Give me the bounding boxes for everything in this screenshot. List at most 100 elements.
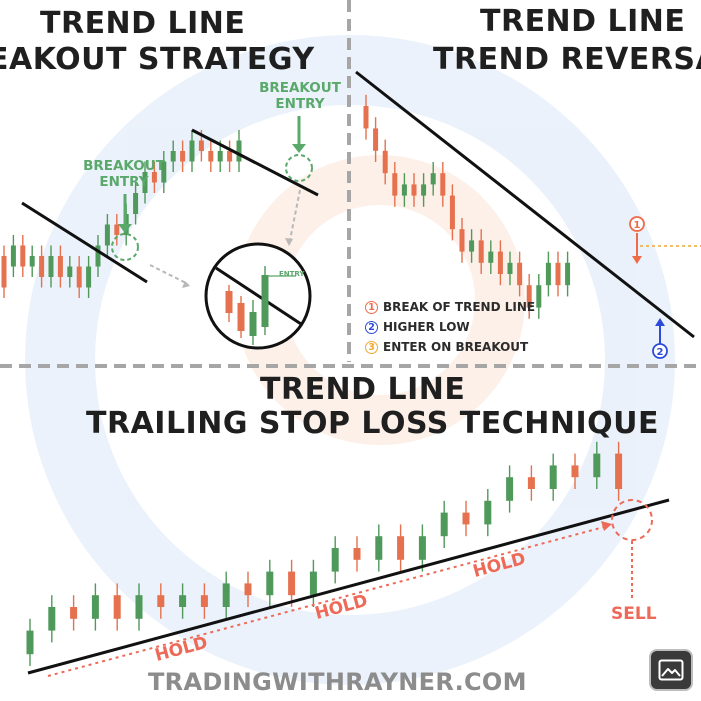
zoom-inset [204,242,312,350]
top_left-candle-2 [10,245,16,267]
top_left-candle-3 [20,245,26,267]
sell-label: SELL [611,604,657,624]
breakout-entry-label-1-line-2: ENTRY [99,174,149,190]
trendline-reversal [355,70,695,339]
zoom-pointer-2 [289,189,301,241]
top_right-candle-4 [392,173,398,196]
hold-arrow-line [47,526,605,677]
legend-item-1: 1 BREAK OF TREND LINE [365,299,535,315]
bottom-candle-6 [135,595,143,619]
top_left-candle-22 [198,140,204,151]
breakout-entry-label-2-line-2: ENTRY [275,96,325,112]
top_right-candle-7 [421,184,427,196]
title-bottom-line1: TREND LINE [260,372,466,407]
top_right-candle-8 [430,173,436,185]
breakout-entry-label-2-line-1: BREAKOUT [259,80,341,96]
top_left-candle-17 [151,172,157,183]
top_right-candle-16 [507,262,513,274]
top_right-candle-6 [411,184,417,196]
image-icon [658,659,684,681]
top_left-candle-7 [57,256,63,277]
top_left-candle-5 [39,256,45,277]
bottom-candle-27 [593,453,601,478]
top_left-candle-11 [95,245,101,267]
legend-number-2: 2 [365,320,378,334]
title-right-line1: TREND LINE [480,4,686,39]
bottom-candle-13 [288,571,296,596]
bottom-candle-1 [26,630,34,655]
top_left-candle-8 [67,266,73,277]
bottom-candle-7 [157,595,165,607]
top_right-candle-13 [478,240,484,263]
breakout-entry-label-2: BREAKOUT ENTRY [258,80,342,112]
top_left-candle-20 [180,151,186,162]
top_left-candle-12 [104,224,110,246]
watermark: TRADINGWITHRAYNER.COM [148,668,527,696]
top_left-candle-24 [217,151,223,162]
bottom-candle-17 [375,536,383,560]
legend-number-3: 3 [365,340,378,354]
bottom-candle-15 [331,548,339,572]
sell-circle [611,499,653,541]
marker-2-circle [652,343,668,359]
top_left-candle-26 [236,140,242,162]
trailing-trendline [27,498,670,675]
top_right-candle-15 [497,251,503,274]
top_right-candle-18 [526,285,532,308]
bottom-candle-16 [353,548,361,560]
trendline-left-1 [21,201,148,284]
bottom-candle-8 [179,595,187,607]
bottom-candle-18 [397,536,405,560]
legend-text-2: HIGHER LOW [383,320,470,334]
top_right-candle-17 [517,262,523,286]
title-right-line2: TREND REVERSA [433,42,701,77]
top_left-candle-1 [1,256,7,288]
bottom-candle-12 [266,571,274,596]
breakout-arrowhead-2 [292,144,306,153]
bottom-candle-28 [615,453,623,489]
top_left-candle-6 [48,256,54,277]
breakout-circle-2 [285,154,313,182]
marker-1-number: 1 [634,220,641,231]
candles-top-left [1,130,242,298]
bottom-candle-25 [549,465,557,489]
bottom-candle-2 [48,607,56,631]
bottom-candle-24 [527,477,535,489]
bottom-candle-9 [200,595,208,607]
top_left-candle-21 [189,140,195,162]
inset-entry-label: ENTRY [279,270,305,278]
bottom-candle-21 [462,512,470,525]
legend-item-2: 2 HIGHER LOW [365,319,470,335]
bottom-candle-14 [309,571,317,596]
marker-2-number: 2 [657,347,664,358]
breakout-arrowhead-1 [118,224,132,233]
image-button[interactable] [649,649,693,691]
top_left-candle-16 [142,172,148,193]
bottom-candle-11 [244,583,252,596]
bottom-candle-10 [222,583,230,607]
top_left-candle-13 [114,224,120,235]
top_left-candle-9 [76,266,82,288]
breakout-entry-label-1: BREAKOUT ENTRY [82,158,166,190]
legend-text-1: BREAK OF TREND LINE [383,300,536,314]
trendline-left-2 [191,128,319,197]
top_right-candle-3 [382,150,388,174]
inset-candles [225,266,269,345]
top_left-candle-23 [208,151,214,162]
top_left-candle-19 [170,151,176,162]
title-left-line1: TREND LINE [40,6,246,41]
breakout-entry-label-1-line-1: BREAKOUT [83,158,165,174]
top_right-candle-11 [459,229,465,252]
bottom-candle-19 [418,536,426,560]
top_right-candle-14 [488,251,494,263]
top_right-candle-5 [401,184,407,196]
top_left-candle-18 [161,161,167,183]
top_right-candle-10 [449,195,455,230]
bottom-candle-3 [70,607,78,619]
candles-top-right [363,94,571,319]
bottom-candle-20 [440,512,448,537]
top_left-candle-4 [29,256,35,267]
candles-bottom [26,441,623,666]
